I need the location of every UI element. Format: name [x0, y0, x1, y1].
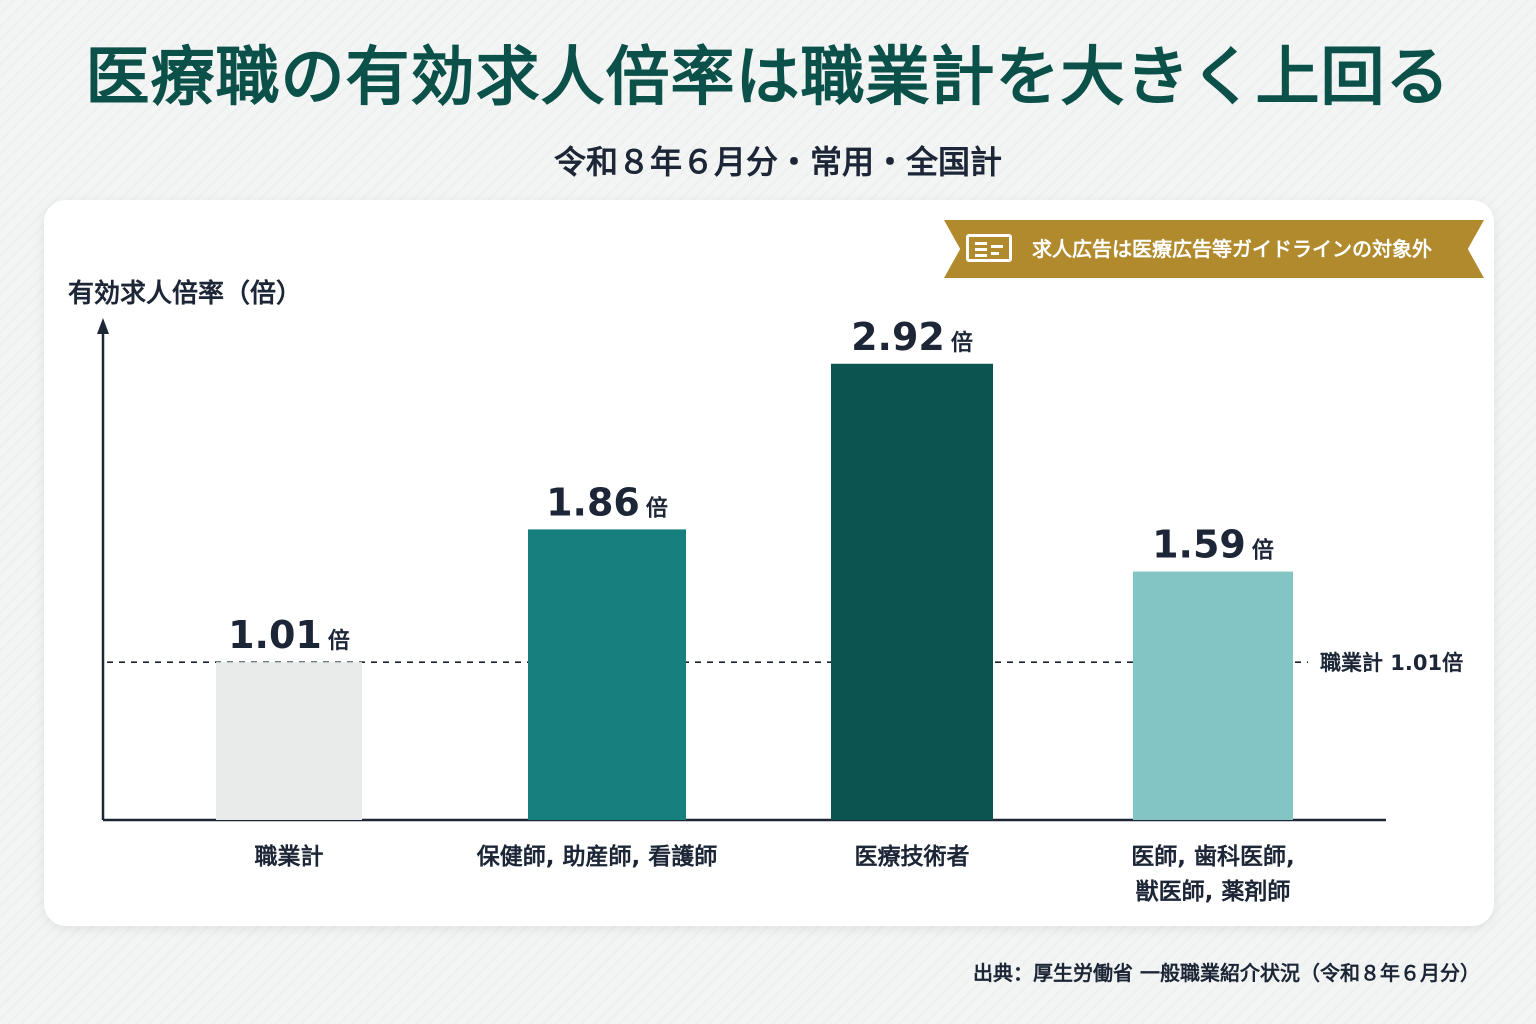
x-tick-label-4-line-1: 医師, 歯科医師, [1131, 843, 1294, 870]
data-label-2: 1.86 倍 [546, 480, 668, 524]
bar-2 [528, 529, 686, 820]
chart-subtitle: 令和８年６月分・常用・全国計 [553, 143, 1002, 181]
x-tick-label-1: 職業計 [255, 843, 324, 870]
y-axis-arrow [97, 318, 109, 334]
x-tick-label-3: 医療技術者 [855, 843, 970, 870]
data-label-4: 1.59 倍 [1152, 523, 1274, 567]
data-label-1: 1.01 倍 [228, 613, 350, 657]
bar-3 [831, 363, 993, 820]
source-note: 出典：厚生労働省 一般職業紹介状況（令和８年６月分） [973, 961, 1480, 985]
bar-4 [1133, 571, 1293, 820]
chart-title: 医療職の有効求人倍率は職業計を大きく上回る [85, 41, 1451, 115]
document-icon [966, 234, 1012, 262]
x-tick-label-4-line-2: 獣医師, 薬剤師 [1136, 878, 1291, 905]
data-label-3: 2.92 倍 [851, 315, 973, 359]
note-banner: 求人広告は医療広告等ガイドラインの対象外 [944, 220, 1484, 278]
y-axis-label: 有効求人倍率（倍） [68, 279, 303, 309]
bar-1 [216, 662, 362, 820]
reference-line-label: 職業計 1.01倍 [1320, 651, 1463, 675]
x-tick-label-2: 保健師, 助産師, 看護師 [476, 843, 718, 870]
note-text: 求人広告は医療広告等ガイドラインの対象外 [1032, 237, 1432, 261]
